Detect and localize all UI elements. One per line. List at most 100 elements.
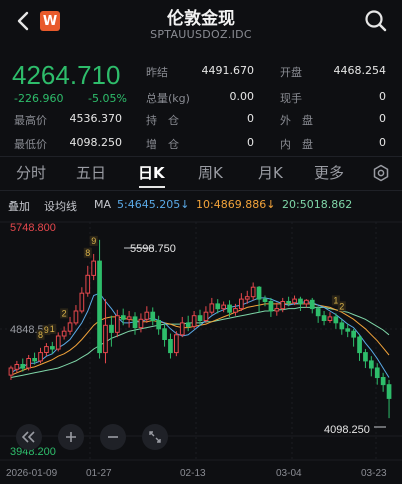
candle-body [8, 367, 14, 376]
candle [315, 306, 321, 323]
x-label: 02-13 [180, 468, 206, 479]
signal-badge [36, 329, 45, 340]
now-hand-value: 0 [379, 90, 386, 103]
candle-body [268, 301, 274, 312]
candle-body [174, 334, 179, 354]
candle [227, 300, 232, 317]
candle [91, 253, 97, 281]
candle-body [44, 346, 49, 354]
open-label: 开盘 [280, 66, 302, 79]
chevron-left-icon [17, 11, 29, 31]
candle-body [73, 310, 79, 324]
open-value: 4468.254 [333, 64, 387, 77]
candle [339, 319, 345, 335]
candle-body [156, 320, 162, 330]
candle-body [386, 384, 392, 399]
candle-body [209, 303, 215, 313]
candle-body [97, 260, 102, 354]
ma20-value: 20:5018.862 [282, 198, 353, 211]
header: W 伦敦金现 SPTAUUSDOZ.IDC [0, 0, 402, 56]
period-tabs: 分时 五日 日K 周K 月K 更多 [0, 158, 402, 188]
candle [292, 295, 297, 306]
candle [156, 315, 162, 335]
tab-five-day[interactable]: 五日 [76, 164, 107, 182]
candle [174, 331, 179, 357]
candle-body [109, 324, 114, 333]
ma5-line [10, 292, 390, 378]
overlay-button[interactable]: 叠加 [8, 200, 30, 213]
candle-body [215, 303, 221, 310]
plus-icon [66, 432, 76, 442]
volume-label: 总量(kg) [146, 92, 190, 105]
hold-value: 0 [247, 112, 254, 125]
candle-body [221, 304, 227, 310]
signal-badge [89, 235, 98, 246]
prev-close-value: 4491.670 [201, 64, 255, 77]
candle-body [120, 315, 126, 320]
signal-label: 2 [62, 308, 67, 318]
active-tab-indicator [139, 186, 165, 188]
candle-body [85, 274, 91, 294]
candle-body [61, 330, 67, 337]
candle [168, 333, 173, 359]
candle [67, 316, 73, 335]
candle-body [250, 286, 256, 298]
candle-body [150, 311, 156, 321]
x-label: 03-23 [361, 468, 387, 479]
candle [85, 265, 91, 297]
x-label: 01-27 [86, 468, 112, 479]
candle [197, 309, 203, 326]
candle [250, 282, 256, 301]
candle-body [197, 315, 203, 321]
y-max-label: 5748.800 [10, 222, 56, 234]
signal-badge [60, 308, 69, 319]
signal-label: 8 [85, 248, 90, 258]
tab-monthly-k[interactable]: 月K [258, 164, 283, 182]
candle-body [50, 346, 55, 350]
back-button[interactable] [10, 8, 36, 34]
candle-body [280, 301, 286, 310]
fullscreen-button[interactable] [142, 424, 168, 450]
candle [280, 297, 286, 313]
page-title: 伦敦金现 [167, 9, 235, 29]
candle [150, 307, 156, 326]
double-chevron-left-icon [22, 431, 35, 443]
volume-value: 0.00 [229, 90, 255, 103]
tab-weekly-k[interactable]: 周K [198, 164, 223, 182]
symbol-code: SPTAUUSDOZ.IDC [150, 28, 252, 41]
set-ma-button[interactable]: 设均线 [44, 200, 77, 213]
signal-badge [48, 323, 57, 334]
candle [138, 313, 144, 333]
candle-body [185, 322, 191, 328]
candle [233, 303, 238, 316]
candle-body [91, 260, 97, 276]
candle-body [132, 316, 138, 329]
candle [256, 286, 262, 313]
tab-more[interactable]: 更多 [314, 164, 345, 182]
candle-body [339, 322, 345, 330]
candle [14, 360, 20, 373]
candle [274, 302, 280, 316]
candle [357, 334, 362, 361]
settings-icon[interactable] [372, 164, 390, 182]
candle-body [369, 360, 374, 369]
scroll-left-button[interactable] [16, 424, 42, 450]
candle [244, 290, 250, 304]
candle [79, 287, 85, 314]
search-icon[interactable] [364, 9, 388, 33]
candle-body [357, 336, 362, 354]
candle-body [233, 308, 238, 313]
zoom-out-button[interactable] [100, 424, 126, 450]
candle [286, 296, 291, 307]
signal-badge [83, 247, 92, 258]
low-value: 4098.250 [69, 136, 123, 149]
candle-body [298, 298, 303, 305]
tab-daily-k[interactable]: 日K [138, 164, 165, 182]
signal-badge [331, 295, 340, 306]
candle [374, 363, 380, 385]
tab-intraday[interactable]: 分时 [16, 164, 47, 182]
x-label: 03-04 [276, 468, 302, 479]
zoom-in-button[interactable] [58, 424, 84, 450]
